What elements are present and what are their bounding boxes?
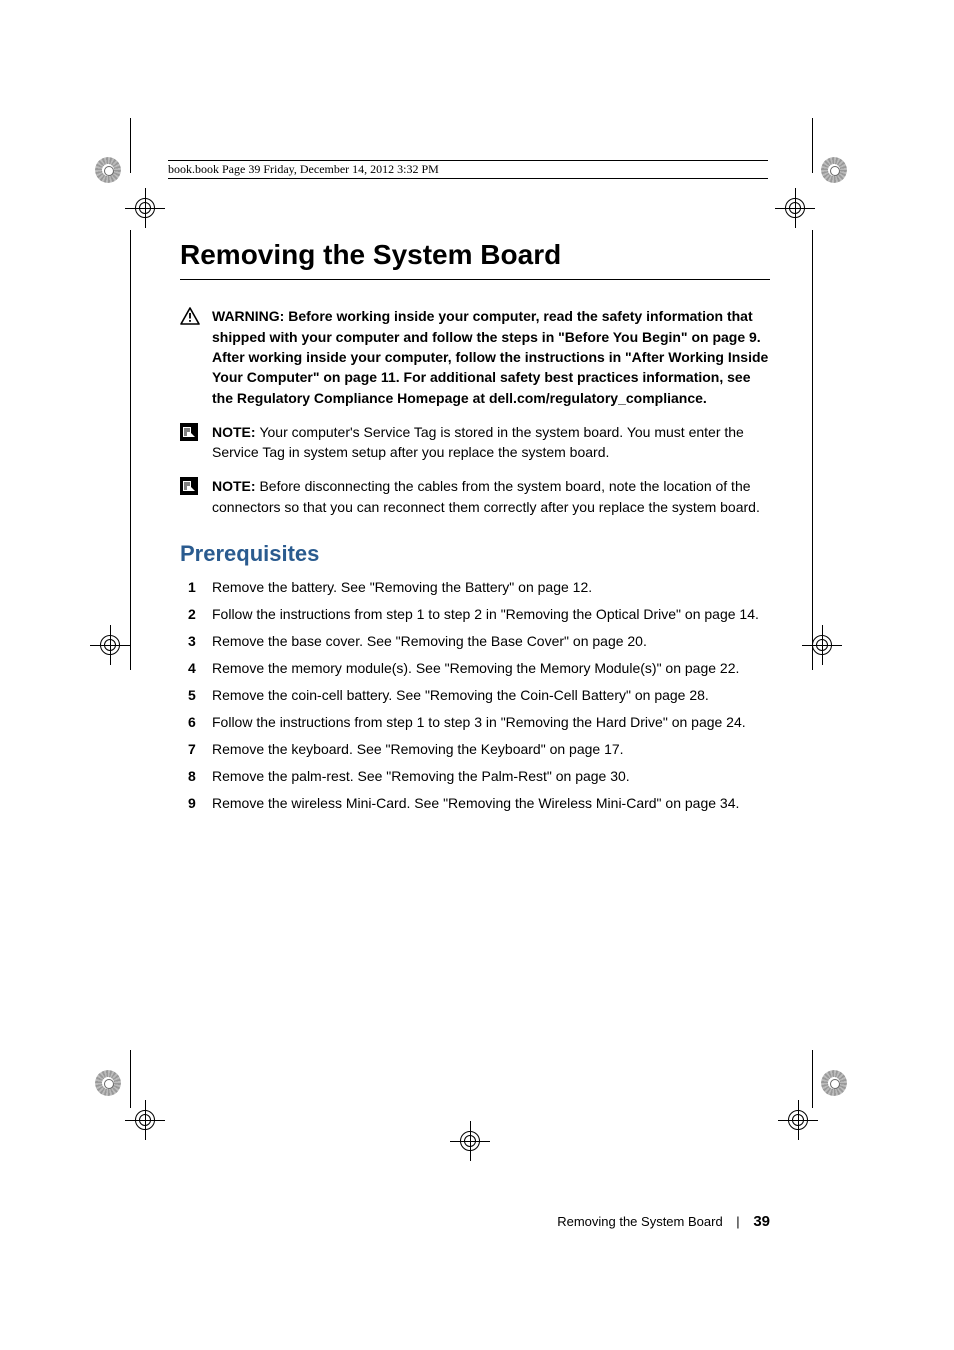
footer-separator: |	[736, 1214, 739, 1229]
section-heading: Prerequisites	[180, 541, 770, 567]
crosshair-icon	[450, 1121, 490, 1161]
page-footer: Removing the System Board | 39	[557, 1213, 770, 1230]
list-item: Remove the palm-rest. See "Removing the …	[180, 766, 770, 787]
list-item: Remove the base cover. See "Removing the…	[180, 631, 770, 652]
footer-label: Removing the System Board	[557, 1214, 722, 1229]
crop-line	[812, 118, 813, 173]
list-item: Remove the memory module(s). See "Removi…	[180, 658, 770, 679]
crop-line	[130, 118, 131, 173]
list-item: Follow the instructions from step 1 to s…	[180, 604, 770, 625]
registration-mark-icon	[821, 1070, 847, 1096]
list-item: Remove the coin-cell battery. See "Remov…	[180, 685, 770, 706]
crop-line	[812, 1050, 813, 1108]
note-lead: NOTE:	[212, 478, 259, 494]
note-lead: NOTE:	[212, 424, 259, 440]
crop-line	[130, 230, 131, 670]
crop-line	[130, 1050, 131, 1108]
note-icon	[180, 423, 202, 446]
note-callout: NOTE: Your computer's Service Tag is sto…	[180, 422, 770, 463]
crosshair-icon	[125, 188, 165, 228]
note-text: Your computer's Service Tag is stored in…	[212, 424, 744, 460]
crosshair-icon	[775, 188, 815, 228]
warning-callout: WARNING: Before working inside your comp…	[180, 306, 770, 407]
running-header: book.book Page 39 Friday, December 14, 2…	[168, 160, 768, 179]
title-rule	[180, 279, 770, 280]
note-callout: NOTE: Before disconnecting the cables fr…	[180, 476, 770, 517]
registration-mark-icon	[95, 157, 121, 183]
list-item: Remove the keyboard. See "Removing the K…	[180, 739, 770, 760]
list-item: Follow the instructions from step 1 to s…	[180, 712, 770, 733]
note-icon	[180, 477, 202, 500]
warning-icon	[180, 307, 202, 330]
registration-mark-icon	[821, 157, 847, 183]
crosshair-icon	[90, 625, 130, 665]
registration-mark-icon	[95, 1070, 121, 1096]
crosshair-icon	[125, 1100, 165, 1140]
page-content: book.book Page 39 Friday, December 14, 2…	[180, 160, 770, 820]
crop-line	[812, 230, 813, 670]
page-title: Removing the System Board	[180, 239, 770, 271]
page-number: 39	[753, 1213, 770, 1230]
note-text: Before disconnecting the cables from the…	[212, 478, 760, 514]
warning-lead: WARNING:	[212, 308, 288, 324]
crosshair-icon	[802, 625, 842, 665]
list-item: Remove the battery. See "Removing the Ba…	[180, 577, 770, 598]
prerequisite-list: Remove the battery. See "Removing the Ba…	[180, 577, 770, 814]
list-item: Remove the wireless Mini-Card. See "Remo…	[180, 793, 770, 814]
warning-text: Before working inside your computer, rea…	[212, 308, 768, 405]
